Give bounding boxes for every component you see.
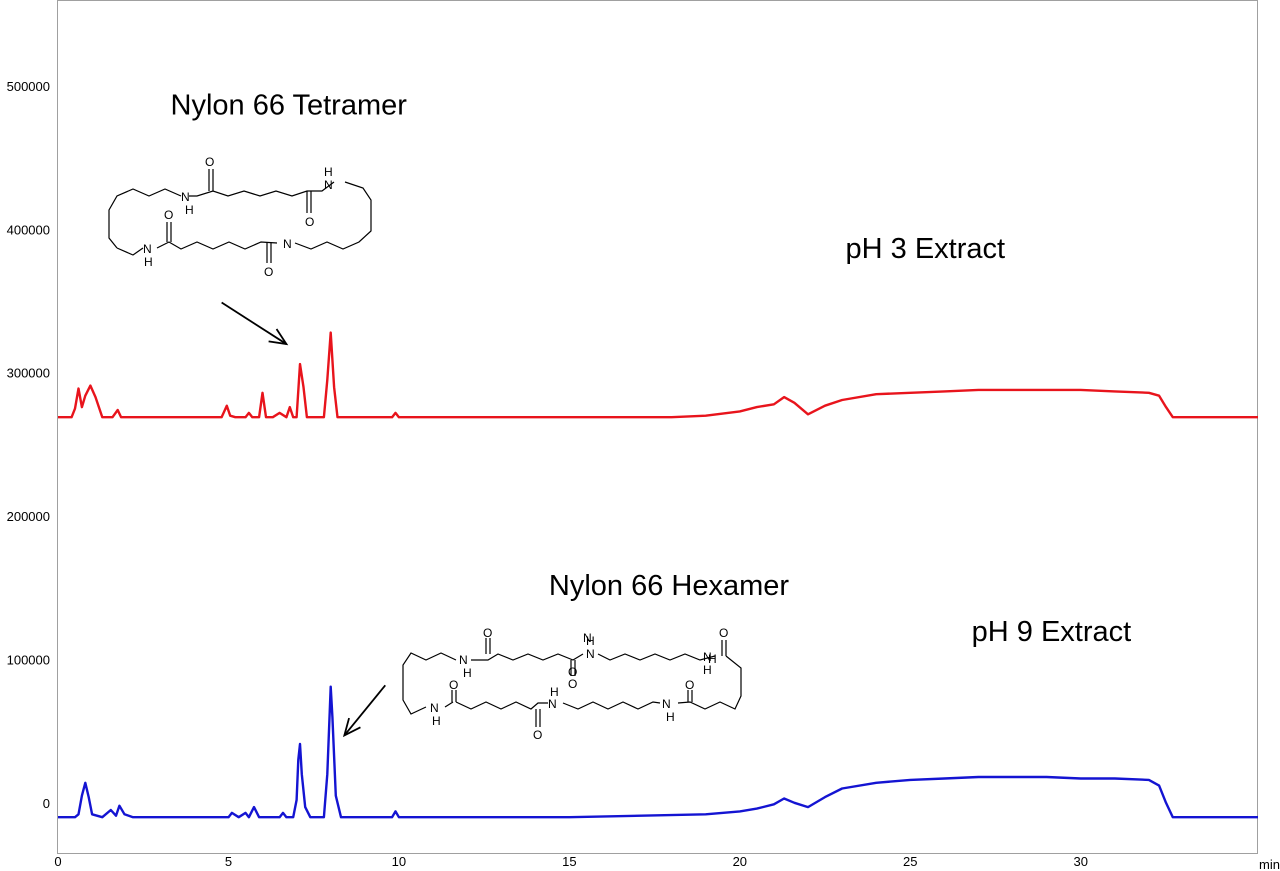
hexamer-atom-2: H — [463, 666, 472, 680]
hexamer-atom-20: O — [568, 665, 577, 679]
hexamer-atom-6: H — [703, 663, 712, 677]
series-line-0 — [58, 331, 1258, 419]
arrow-1 — [342, 684, 386, 738]
hexamer-atom-18: N — [583, 631, 592, 645]
hexamer-atom-12: N — [548, 697, 557, 711]
x-tick-label: 20 — [733, 854, 747, 869]
hexamer-atom-0: O — [483, 626, 492, 640]
x-tick-label: 10 — [392, 854, 406, 869]
tetramer-atom-6: O — [164, 208, 173, 222]
hexamer-atom-14: O — [533, 728, 542, 742]
hexamer-atom-labels: O N H H N O H N O O N H N H O O N H N H … — [430, 626, 728, 742]
series-layer — [58, 331, 1258, 819]
hexamer-atom-13: H — [550, 685, 559, 699]
hexamer-atom-5: O — [568, 677, 577, 691]
annotation-label-2: Nylon 66 Hexamer — [549, 570, 789, 602]
y-axis-ticks: 0 100000 200000 300000 400000 500000 — [7, 79, 50, 811]
tetramer-atom-2: H — [185, 203, 194, 217]
x-tick-label: 15 — [562, 854, 576, 869]
annotation-label-0: Nylon 66 Tetramer — [171, 90, 408, 122]
hexamer-atom-8: O — [719, 626, 728, 640]
y-tick-label: 400000 — [7, 222, 50, 237]
plot-frame — [57, 0, 1258, 854]
hexamer-atom-19: H — [708, 652, 717, 666]
tetramer-atom-1: N — [181, 190, 190, 204]
hexamer-atom-3: H — [586, 634, 595, 648]
hexamer-structure — [402, 638, 742, 727]
tetramer-atom-0: O — [205, 155, 214, 169]
y-tick-label: 300000 — [7, 366, 50, 381]
tetramer-atom-labels: O N H H N O O N H N O — [143, 155, 333, 279]
x-tick-label: 30 — [1073, 854, 1087, 869]
annotation-label-3: pH 9 Extract — [972, 616, 1132, 648]
hexamer-atom-9: O — [449, 678, 458, 692]
x-tick-label: 0 — [54, 854, 61, 869]
hexamer-atom-7: N — [703, 650, 712, 664]
hexamer-atom-10: N — [430, 701, 439, 715]
y-tick-label: 0 — [43, 796, 50, 811]
y-tick-label: 100000 — [7, 652, 50, 667]
x-tick-label: 25 — [903, 854, 917, 869]
hexamer-atom-4: N — [586, 647, 595, 661]
y-tick-label: 500000 — [7, 79, 50, 94]
x-tick-label: 5 — [225, 854, 232, 869]
annotation-layer: Nylon 66 Tetramer pH 3 Extract Nylon 66 He… — [171, 90, 1132, 648]
annotation-label-1: pH 3 Extract — [846, 233, 1006, 265]
hexamer-atom-15: O — [685, 678, 694, 692]
tetramer-atom-8: H — [144, 255, 153, 269]
arrow-0 — [221, 301, 289, 346]
y-tick-label: 200000 — [7, 509, 50, 524]
hexamer-atom-17: H — [666, 710, 675, 724]
hexamer-atom-11: H — [432, 714, 441, 728]
tetramer-atom-9: N — [283, 237, 292, 251]
x-unit-label: min — [1259, 857, 1280, 871]
series-line-1 — [58, 685, 1258, 819]
tetramer-atom-4: N — [324, 178, 333, 192]
hexamer-atom-16: N — [662, 697, 671, 711]
tetramer-structure — [108, 169, 372, 263]
tetramer-atom-3: H — [324, 165, 333, 179]
tetramer-atom-5: O — [305, 215, 314, 229]
arrow-layer — [221, 301, 386, 738]
x-axis-ticks: 0 5 10 15 20 25 30 — [54, 854, 1088, 869]
hexamer-atom-1: N — [459, 653, 468, 667]
tetramer-atom-10: O — [264, 265, 273, 279]
tetramer-atom-7: N — [143, 242, 152, 256]
